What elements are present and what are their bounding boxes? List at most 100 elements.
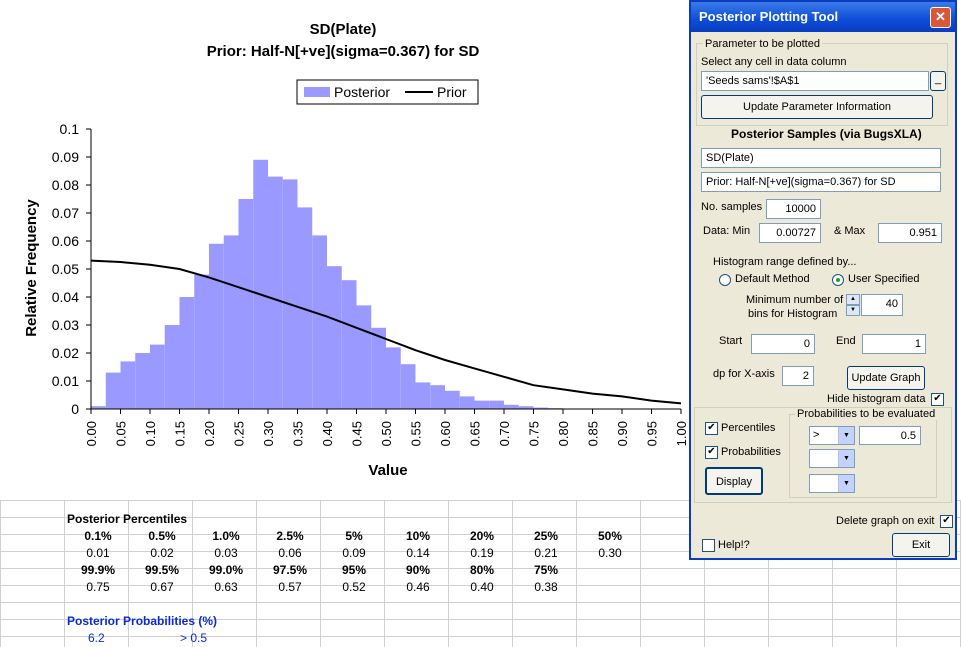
delete-graph-label: Delete graph on exit (836, 515, 935, 527)
probabilities-label: Probabilities (721, 446, 781, 458)
percentile-header-high[interactable]: 99.9% (80, 563, 116, 577)
percentile-header-high[interactable]: 99.5% (144, 563, 180, 577)
update-param-button[interactable]: Update Parameter Information (701, 95, 933, 119)
percentile-value-low[interactable]: 0.02 (150, 546, 174, 560)
posterior-bar (150, 344, 165, 409)
percentile-value-low[interactable]: 0.09 (342, 546, 366, 560)
help-checkbox[interactable] (702, 539, 715, 552)
percentile-header-high[interactable]: 80% (469, 563, 495, 577)
user-specified-label: User Specified (848, 273, 920, 285)
chevron-down-icon[interactable]: ▼ (838, 427, 854, 444)
percentile-header-low[interactable]: 20% (469, 529, 495, 543)
percentile-header-low[interactable]: 0.1% (84, 529, 112, 543)
posterior-bar (179, 297, 195, 409)
posterior-bar (223, 235, 239, 409)
posterior-bar (533, 407, 549, 409)
percentile-value-high[interactable]: 0.57 (278, 580, 302, 594)
percentile-value-high[interactable]: 0.46 (406, 580, 430, 594)
percentile-value-high[interactable]: 0.63 (214, 580, 238, 594)
min-bins-label-2: bins for Histogram (748, 308, 838, 320)
no-samples-field[interactable]: 10000 (766, 199, 821, 219)
prob-operator-select[interactable]: > ▼ (809, 426, 855, 445)
dialog-titlebar[interactable]: Posterior Plotting Tool ✕ (691, 2, 955, 32)
probabilities-checkbox[interactable]: ✔ (705, 446, 718, 459)
percentile-value-high[interactable]: 0.67 (150, 580, 174, 594)
prior-text-field[interactable]: Prior: Half-N[+ve](sigma=0.367) for SD (701, 172, 941, 192)
min-bins-field[interactable]: 40 (861, 294, 903, 316)
cell-ref-button[interactable]: _ (930, 71, 946, 91)
prob-condition-cell[interactable]: > 0.5 (180, 631, 208, 645)
data-min-label: Data: Min (703, 225, 751, 237)
update-graph-button[interactable]: Update Graph (847, 366, 925, 390)
percentile-value-low[interactable]: 0.01 (86, 546, 110, 560)
percentile-value-high[interactable]: 0.52 (342, 580, 366, 594)
percentile-value-high[interactable]: 0.38 (534, 580, 558, 594)
y-tick-label: 0.02 (52, 345, 79, 361)
start-label: Start (719, 335, 743, 347)
posterior-bar (194, 274, 209, 409)
prob-value-field[interactable]: 0.5 (859, 426, 921, 445)
y-tick-label: 0.04 (52, 289, 79, 305)
start-field[interactable]: 0 (751, 334, 815, 354)
display-button[interactable]: Display (705, 467, 763, 495)
probabilities-title: Posterior Probabilities (%) (67, 614, 218, 628)
x-tick-label: 0.55 (409, 421, 424, 446)
histogram-chart: SD(Plate) Prior: Half-N[+ve](sigma=0.367… (23, 21, 689, 479)
posterior-bar (386, 347, 401, 409)
chevron-down-icon[interactable]: ▼ (838, 475, 854, 492)
chart-subtitle: Prior: Half-N[+ve](sigma=0.367) for SD (207, 43, 480, 60)
posterior-bar (489, 400, 504, 409)
bins-spin-up-icon[interactable]: ▲ (846, 294, 860, 305)
percentile-header-high[interactable]: 75% (533, 563, 559, 577)
percentiles-checkbox[interactable]: ✔ (705, 422, 718, 435)
percentile-header-low[interactable]: 1.0% (212, 529, 240, 543)
percentile-value-low[interactable]: 0.06 (278, 546, 302, 560)
percentile-value-high[interactable]: 0.75 (86, 580, 110, 594)
percentile-value-low[interactable]: 0.30 (598, 546, 622, 560)
data-max-field[interactable]: 0.951 (878, 223, 942, 243)
bins-spin-down-icon[interactable]: ▼ (846, 305, 860, 316)
hide-hist-checkbox[interactable]: ✔ (931, 393, 944, 406)
no-samples-label: No. samples (701, 201, 763, 213)
dp-field[interactable]: 2 (782, 366, 814, 386)
x-tick-label: 0.30 (261, 421, 276, 446)
percentile-header-high[interactable]: 99.0% (208, 563, 244, 577)
prob-value-cell[interactable]: 6.2 (88, 631, 105, 645)
posterior-bar (459, 396, 475, 409)
user-specified-radio[interactable] (832, 274, 844, 286)
y-tick-label: 0.03 (52, 317, 79, 333)
percentile-header-low[interactable]: 2.5% (276, 529, 304, 543)
prob-operator-select-3[interactable]: ▼ (809, 474, 855, 493)
end-field[interactable]: 1 (862, 334, 926, 354)
posterior-bar (400, 364, 416, 409)
exit-button[interactable]: Exit (892, 533, 950, 557)
x-tick-label: 0.00 (84, 421, 99, 446)
percentile-header-low[interactable]: 10% (405, 529, 431, 543)
percentile-value-high[interactable]: 0.40 (470, 580, 494, 594)
default-method-label: Default Method (735, 273, 810, 285)
prob-operator-select-2[interactable]: ▼ (809, 449, 855, 468)
chevron-down-icon[interactable]: ▼ (838, 450, 854, 467)
posterior-bar (341, 280, 357, 409)
percentile-header-low[interactable]: 50% (597, 529, 623, 543)
percentile-header-high[interactable]: 95% (341, 563, 367, 577)
help-label: Help!? (718, 539, 750, 551)
posterior-plotting-dialog: Posterior Plotting Tool ✕ Parameter to b… (689, 0, 957, 560)
percentile-header-low[interactable]: 25% (533, 529, 559, 543)
percentile-value-low[interactable]: 0.03 (214, 546, 238, 560)
percentile-header-high[interactable]: 97.5% (272, 563, 308, 577)
param-name-field[interactable]: SD(Plate) (701, 148, 941, 168)
percentile-header-low[interactable]: 0.5% (148, 529, 176, 543)
percentile-header-low[interactable]: 5% (345, 529, 363, 543)
percentile-value-low[interactable]: 0.19 (470, 546, 494, 560)
hide-hist-label: Hide histogram data (827, 393, 926, 405)
default-method-radio[interactable] (719, 274, 731, 286)
percentile-value-low[interactable]: 0.14 (406, 546, 430, 560)
data-min-field[interactable]: 0.00727 (759, 223, 821, 243)
x-tick-label: 0.90 (615, 421, 630, 446)
delete-graph-checkbox[interactable]: ✔ (940, 515, 953, 528)
percentile-header-high[interactable]: 90% (405, 563, 431, 577)
cell-ref-input[interactable]: 'Seeds sams'!$A$1 (701, 71, 929, 91)
close-icon[interactable]: ✕ (930, 7, 951, 28)
percentile-value-low[interactable]: 0.21 (534, 546, 558, 560)
